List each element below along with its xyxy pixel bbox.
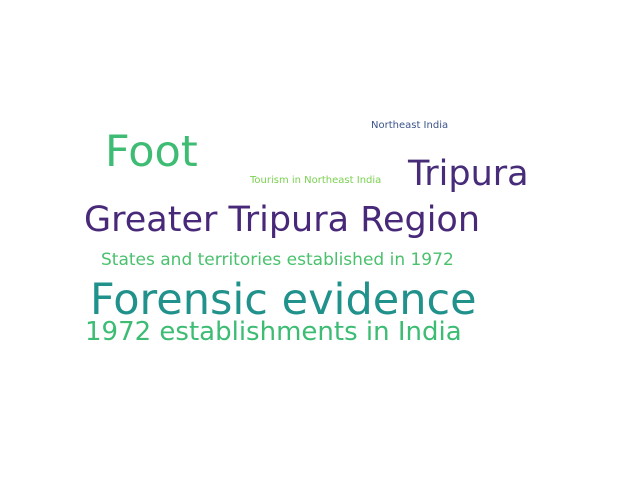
word-tourism-in-northeast-india: Tourism in Northeast India xyxy=(250,175,382,186)
word-states-and-territories-established-in-1972: States and territories established in 19… xyxy=(101,250,454,270)
word-forensic-evidence: Forensic evidence xyxy=(90,275,477,325)
word-northeast-india: Northeast India xyxy=(371,120,449,131)
word-foot: Foot xyxy=(105,127,198,177)
word-1972-establishments-in-india: 1972 establishments in India xyxy=(85,317,462,347)
word-tripura: Tripura xyxy=(408,154,529,194)
word-greater-tripura-region: Greater Tripura Region xyxy=(84,200,481,240)
